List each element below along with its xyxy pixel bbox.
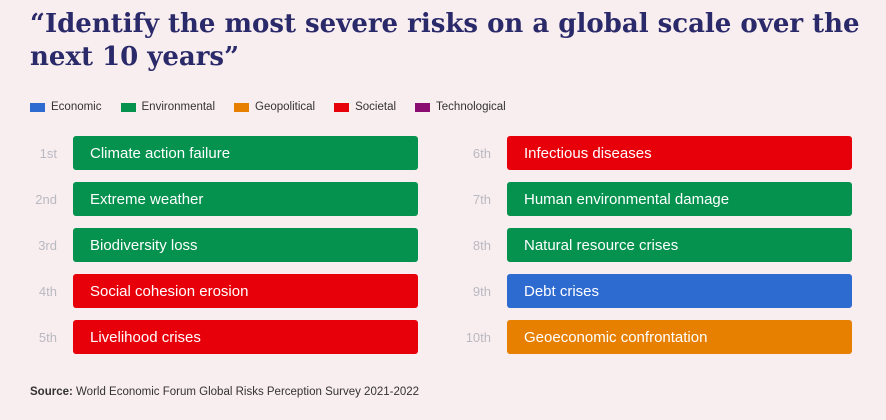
risk-rank: 3rd	[38, 237, 57, 253]
risk-rank: 1st	[39, 145, 57, 161]
legend-label: Geopolitical	[255, 101, 316, 113]
risk-row: 7th Human environmental damage	[464, 182, 852, 216]
risk-column-left: 1st Climate action failure 2nd Extreme w…	[30, 136, 418, 366]
source-note: Source: World Economic Forum Global Risk…	[30, 386, 419, 398]
legend-item-economic: Economic	[30, 101, 102, 113]
legend-label: Economic	[51, 101, 102, 113]
legend-label: Societal	[355, 101, 397, 113]
risk-row: 4th Social cohesion erosion	[30, 274, 418, 308]
risk-bar: Biodiversity loss	[73, 228, 418, 262]
risk-rank: 7th	[472, 191, 491, 207]
risk-rank: 10th	[465, 329, 491, 345]
legend-item-geopolitical: Geopolitical	[234, 101, 315, 113]
risk-row: 5th Livelihood crises	[30, 320, 418, 354]
legend-swatch-societal	[334, 102, 350, 112]
risk-rank: 9th	[472, 283, 491, 299]
risk-bar: Natural resource crises	[507, 228, 852, 262]
legend-swatch-economic	[30, 102, 45, 112]
legend-swatch-environmental	[120, 102, 136, 112]
risk-row: 6th Infectious diseases	[464, 136, 852, 170]
risk-rank: 6th	[472, 145, 491, 161]
risk-row: 8th Natural resource crises	[464, 228, 852, 262]
legend-item-technological: Technological	[415, 101, 506, 113]
risk-bar: Extreme weather	[73, 182, 418, 216]
legend: Economic Environmental Geopolitical Soci…	[30, 101, 506, 113]
legend-item-societal: Societal	[334, 101, 396, 113]
risk-row: 2nd Extreme weather	[30, 182, 418, 216]
legend-swatch-geopolitical	[234, 102, 250, 112]
risk-bar: Geoeconomic confrontation	[507, 320, 852, 354]
risk-row: 10th Geoeconomic confrontation	[464, 320, 852, 354]
risk-row: 3rd Biodiversity loss	[30, 228, 418, 262]
risk-row: 1st Climate action failure	[30, 136, 418, 170]
risk-bar: Climate action failure	[73, 136, 418, 170]
risk-rank: 5th	[38, 329, 57, 345]
risk-bar: Human environmental damage	[507, 182, 852, 216]
risk-bar: Debt crises	[507, 274, 852, 308]
legend-label: Technological	[436, 101, 506, 113]
risk-bar: Social cohesion erosion	[73, 274, 418, 308]
legend-label: Environmental	[141, 101, 216, 113]
page-title: “Identify the most severe risks on a glo…	[30, 9, 860, 72]
risk-column-right: 6th Infectious diseases 7th Human enviro…	[464, 136, 852, 366]
legend-item-environmental: Environmental	[120, 101, 216, 113]
source-text: World Economic Forum Global Risks Percep…	[72, 386, 420, 398]
risk-rank: 4th	[38, 283, 57, 299]
risk-row: 9th Debt crises	[464, 274, 852, 308]
risk-rank: 8th	[472, 237, 491, 253]
risk-bar: Infectious diseases	[507, 136, 852, 170]
legend-swatch-technological	[415, 102, 431, 112]
risk-bar: Livelihood crises	[73, 320, 418, 354]
source-label: Source:	[30, 386, 73, 398]
risk-rank: 2nd	[35, 191, 57, 207]
